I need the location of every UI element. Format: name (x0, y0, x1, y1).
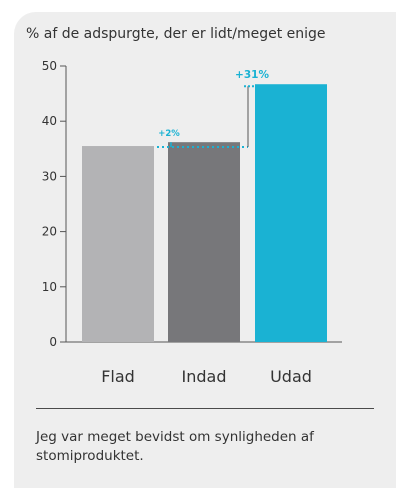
bar-indad (168, 142, 240, 342)
plus2-annotation-label: +2% (158, 129, 180, 139)
y-tick-label: 20 (42, 225, 57, 239)
y-tick-label: 30 (42, 169, 57, 183)
x-category-label: Indad (182, 367, 227, 386)
footnote: Jeg var meget bevidst om synligheden af … (36, 429, 314, 464)
y-tick-label: 40 (42, 114, 57, 128)
y-tick-label: 0 (49, 335, 57, 349)
y-tick-label: 10 (42, 280, 57, 294)
bar-flad (82, 146, 154, 342)
plus31-annotation-label: +31% (235, 69, 269, 81)
x-category-label: Udad (270, 367, 312, 386)
x-category-label: Flad (101, 367, 135, 386)
divider (36, 408, 374, 409)
bar-udad (255, 84, 327, 342)
bar-chart: 0 10 20 30 40 50 +2% +31% Flad Indad Udad (42, 59, 342, 386)
y-tick-label: 50 (42, 59, 57, 73)
chart-title: % af de adspurgte, der er lidt/meget eni… (26, 26, 326, 42)
